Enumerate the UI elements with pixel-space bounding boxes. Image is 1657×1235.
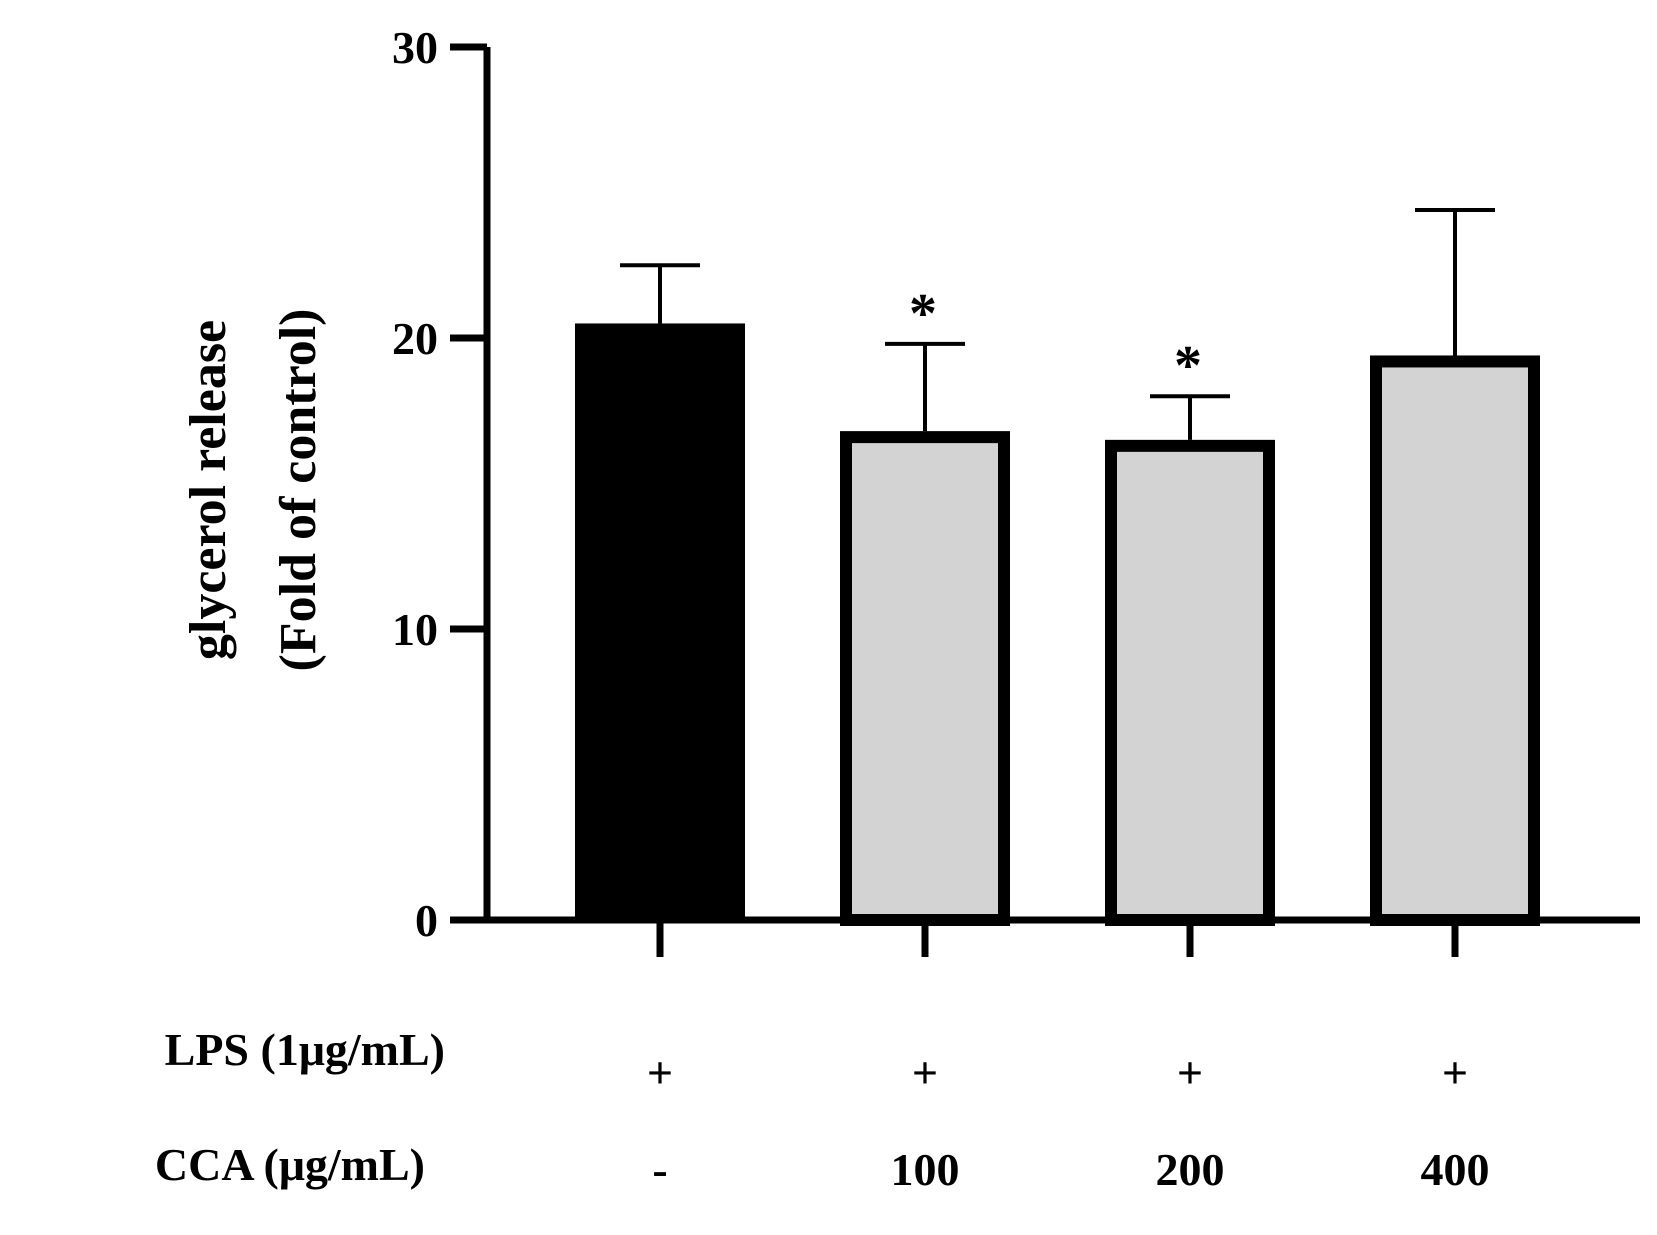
x-ticks bbox=[656, 920, 1459, 957]
y-tick-label: 0 bbox=[415, 895, 438, 946]
cca-row-label: CCA (μg/mL) bbox=[155, 1139, 425, 1190]
y-ticks: 0 10 20 30 bbox=[392, 22, 487, 946]
cca-value: - bbox=[652, 1144, 667, 1195]
y-axis-label: glycerol release (Fold of control) bbox=[180, 309, 327, 672]
significance-marker: * bbox=[909, 283, 937, 345]
lps-row-label: LPS (1μg/mL) bbox=[165, 1024, 445, 1075]
treatment-table: + - +100 +200 +400 bbox=[647, 1047, 1490, 1195]
bar bbox=[1105, 439, 1275, 926]
bars: ** bbox=[575, 207, 1540, 926]
lps-value: + bbox=[1442, 1047, 1468, 1098]
y-tick-label: 20 bbox=[392, 313, 438, 364]
y-tick-label: 30 bbox=[392, 22, 438, 73]
y-axis-label-line-2: (Fold of control) bbox=[270, 309, 327, 672]
y-axis-label-line-1: glycerol release bbox=[180, 320, 237, 660]
y-tick-label: 10 bbox=[392, 604, 438, 655]
lps-value: + bbox=[1177, 1047, 1203, 1098]
lps-value: + bbox=[912, 1047, 938, 1098]
cca-value: 400 bbox=[1421, 1144, 1490, 1195]
cca-value: 200 bbox=[1156, 1144, 1225, 1195]
lps-value: + bbox=[647, 1047, 673, 1098]
cca-value: 100 bbox=[891, 1144, 960, 1195]
bar bbox=[575, 323, 745, 920]
bar bbox=[1370, 355, 1540, 926]
significance-marker: * bbox=[1174, 335, 1202, 397]
bar bbox=[840, 431, 1010, 926]
